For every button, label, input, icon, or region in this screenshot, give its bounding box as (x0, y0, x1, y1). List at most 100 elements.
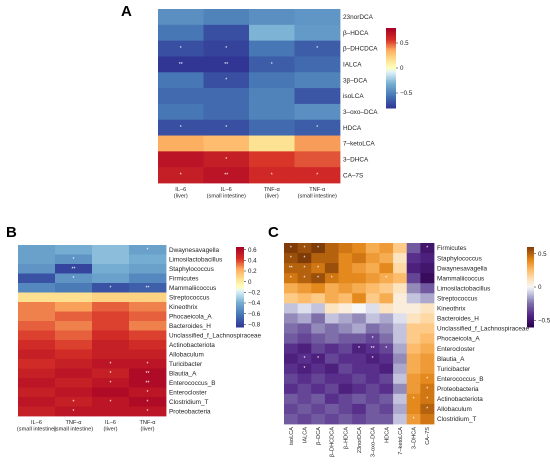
heatmap-cell-c (379, 323, 394, 334)
row-label: Dwaynesavagella (437, 265, 488, 272)
row-label: Clostridium_T (169, 399, 209, 406)
heatmap-cell-a (203, 40, 250, 57)
heatmap-cell-c (284, 343, 299, 355)
column-label: (small intestine) (298, 194, 337, 200)
heatmap-cell-c (324, 273, 339, 284)
heatmap-cell-c (420, 243, 435, 254)
heatmap-cell-b (92, 273, 130, 284)
colorbar-segment (386, 62, 396, 65)
heatmap-cell-c (338, 243, 353, 254)
heatmap-cell-b (92, 264, 130, 274)
colorbar-segment (236, 275, 244, 277)
colorbar-segment (236, 277, 244, 280)
colorbar-segment (386, 50, 396, 53)
row-label: Staphylococcus (437, 255, 482, 262)
heatmap-cell-c (338, 383, 353, 395)
heatmap-cell-c (284, 393, 299, 405)
heatmap-cell-c (297, 353, 312, 365)
significance-marker: * (426, 396, 428, 402)
heatmap-cell-c (338, 273, 353, 284)
column-label: (liver) (141, 427, 155, 433)
heatmap-cell-c (338, 333, 353, 344)
colorbar-segment (236, 271, 244, 273)
column-label: β–HDCA (343, 427, 349, 449)
significance-marker: * (426, 376, 428, 382)
heatmap-cell-c (393, 263, 408, 274)
heatmap-cell-b (18, 368, 56, 379)
colorbar-segment (386, 58, 396, 61)
heatmap-cell-a (249, 103, 295, 121)
heatmap-cell-c (406, 283, 421, 294)
colorbar-segment (386, 54, 396, 57)
row-label: Enterocloster (169, 389, 208, 396)
colorbar-segment (527, 257, 534, 260)
colorbar-segment (527, 319, 534, 321)
colorbar-tick-label: 0.5 (400, 40, 409, 47)
heatmap-cell-c (393, 243, 408, 254)
colorbar-segment (386, 77, 396, 80)
colorbar-segment (386, 76, 396, 78)
heatmap-cell-c (393, 333, 408, 344)
colorbar-segment (527, 252, 534, 255)
heatmap-cell-a (158, 88, 204, 105)
colorbar-segment (527, 253, 534, 256)
heatmap-cell-c (420, 293, 435, 304)
heatmap-cell-c (338, 413, 353, 425)
heatmap-cell-a (158, 119, 204, 136)
heatmap-cell-c (352, 343, 367, 355)
heatmap-cell-c (393, 283, 408, 294)
colorbar-segment (236, 313, 244, 316)
colorbar-segment (386, 97, 396, 100)
row-label: Bacteroides_H (169, 323, 211, 330)
heatmap-a: * * *** ** *** * *** ** * *23norDCAβ–HDCAβ–DHCDCA… (158, 9, 413, 200)
colorbar-segment (386, 64, 396, 66)
heatmap-cell-a (203, 9, 250, 26)
colorbar-segment (527, 304, 534, 307)
heatmap-cell-b (129, 359, 167, 369)
significance-marker: * (290, 256, 292, 262)
significance-marker: * (110, 285, 112, 291)
colorbar-segment (386, 72, 396, 74)
colorbar-tick-label: 0 (538, 284, 542, 291)
heatmap-cell-c (352, 403, 367, 415)
colorbar-segment (386, 53, 396, 56)
colorbar-segment (527, 276, 534, 279)
heatmap-cell-c (311, 243, 326, 254)
heatmap-cell-c (420, 333, 435, 344)
heatmap-cell-b (129, 254, 167, 265)
significance-marker: * (385, 346, 387, 352)
heatmap-cell-c (379, 253, 394, 264)
colorbar-segment (236, 268, 244, 271)
row-label: 7–ketoLCA (343, 141, 375, 148)
heatmap-cell-b (129, 311, 167, 322)
significance-marker: * (372, 336, 374, 342)
colorbar-segment (527, 315, 534, 317)
heatmap-cell-c (352, 323, 367, 334)
colorbar-segment (386, 82, 396, 85)
heatmap-cell-b (55, 273, 93, 284)
heatmap-cell-a (158, 72, 204, 89)
significance-marker: * (180, 125, 182, 131)
heatmap-cell-c (352, 283, 367, 294)
significance-marker: * (225, 125, 227, 131)
heatmap-cell-c (297, 343, 312, 355)
colorbar-segment (527, 291, 534, 293)
heatmap-cell-c (324, 373, 339, 385)
heatmap-cell-c (324, 403, 339, 415)
heatmap-cell-c (352, 263, 367, 274)
heatmap-cell-b (18, 378, 56, 388)
heatmap-cell-a (158, 24, 204, 42)
heatmap-cell-c (311, 343, 326, 355)
significance-marker: * (317, 356, 319, 362)
heatmap-cell-c (393, 273, 408, 284)
row-label: Turicibacter (169, 361, 203, 368)
heatmap-cell-c (297, 393, 312, 405)
colorbar-segment (236, 297, 244, 300)
colorbar-segment (236, 300, 244, 303)
heatmap-cell-b (129, 387, 167, 398)
colorbar-segment (527, 292, 534, 295)
heatmap-cell-b (92, 340, 130, 350)
heatmap-cell-b (18, 349, 56, 360)
heatmap-cell-c (338, 263, 353, 274)
heatmap-cell-b (129, 397, 167, 407)
